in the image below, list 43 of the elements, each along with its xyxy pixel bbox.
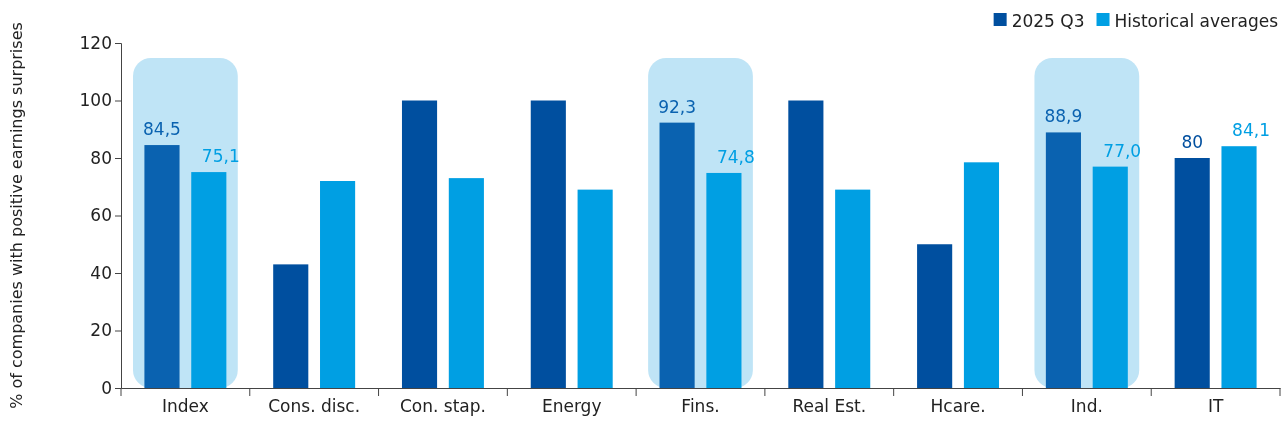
bar xyxy=(963,162,1000,388)
bar xyxy=(144,145,180,388)
x-tick-label: Cons. disc. xyxy=(268,396,361,417)
x-tick-label: Fins. xyxy=(681,396,720,417)
bar xyxy=(191,172,227,388)
bar xyxy=(320,181,356,388)
y-tick-label: 40 xyxy=(90,262,112,283)
data-label: 74,8 xyxy=(716,146,755,167)
data-label: 75,1 xyxy=(201,146,240,167)
data-label: 80 xyxy=(1181,132,1204,152)
x-tick-label: Energy xyxy=(541,396,602,417)
data-label: 88,9 xyxy=(1044,106,1083,127)
bar xyxy=(706,172,742,388)
bar xyxy=(1221,146,1257,388)
bar xyxy=(448,178,484,388)
data-label: 84,1 xyxy=(1232,120,1270,141)
bar xyxy=(917,244,953,388)
x-tick-label: Con. stap. xyxy=(399,396,486,417)
x-tick-label: Hcare. xyxy=(930,396,986,417)
bar xyxy=(577,189,613,388)
bar xyxy=(1092,166,1128,388)
data-label: 84,5 xyxy=(143,119,181,140)
y-axis-title: % of companies with positive earnings surprises xyxy=(7,22,26,409)
y-tick-label: 80 xyxy=(90,147,112,168)
y-tick-label: 0 xyxy=(101,377,112,398)
bar xyxy=(1174,158,1210,388)
legend-label: Historical averages xyxy=(1114,11,1279,31)
data-label: 77,0 xyxy=(1103,140,1142,161)
legend-label: 2025 Q3 xyxy=(1011,11,1085,31)
bar xyxy=(530,100,566,388)
bar xyxy=(835,189,871,388)
x-tick-label: Ind. xyxy=(1070,396,1103,417)
bar xyxy=(401,100,438,388)
y-tick-label: 100 xyxy=(79,90,112,111)
y-tick-label: 120 xyxy=(79,32,112,53)
y-tick-label: 20 xyxy=(90,320,112,341)
bar xyxy=(788,100,824,388)
x-tick-label: IT xyxy=(1207,396,1224,417)
x-tick-label: Real Est. xyxy=(792,396,867,417)
y-tick-label: 60 xyxy=(90,205,112,226)
bar xyxy=(273,264,309,388)
data-label: 92,3 xyxy=(658,96,697,117)
x-tick-label: Index xyxy=(161,396,209,417)
